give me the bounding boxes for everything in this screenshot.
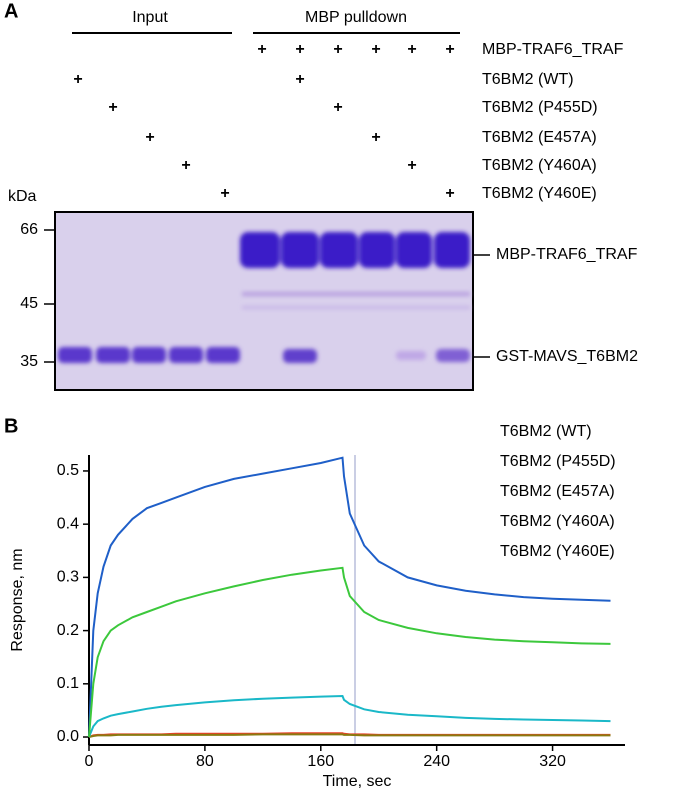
gel-bands xyxy=(58,232,470,363)
series-line xyxy=(88,733,611,738)
plus-sign: + xyxy=(445,185,454,202)
y-axis-label: Response, nm xyxy=(9,548,26,651)
group-label: MBP pulldown xyxy=(305,9,407,26)
legend-entry: T6BM2 (P455D) xyxy=(500,453,616,470)
plus-sign: + xyxy=(220,185,229,202)
band-label: MBP-TRAF6_TRAF xyxy=(496,246,638,263)
plus-sign: + xyxy=(145,129,154,146)
plus-sign: + xyxy=(333,41,342,58)
plus-sign: + xyxy=(295,41,304,58)
y-tick-label: 0.1 xyxy=(57,675,79,692)
x-tick-label: 320 xyxy=(539,753,566,770)
x-tick-label: 160 xyxy=(307,753,334,770)
legend-entry: T6BM2 (WT) xyxy=(500,423,592,440)
row-label: T6BM2 (WT) xyxy=(482,71,574,88)
series-line xyxy=(88,566,611,738)
plus-sign: + xyxy=(445,41,454,58)
x-tick-label: 0 xyxy=(85,753,94,770)
marker-label: 45 xyxy=(20,295,38,312)
plus-sign: + xyxy=(407,157,416,174)
x-tick-label: 80 xyxy=(196,753,214,770)
plus-sign: + xyxy=(371,129,380,146)
plus-sign: + xyxy=(108,99,117,116)
y-tick-label: 0.3 xyxy=(57,569,79,586)
legend-entry: T6BM2 (Y460E) xyxy=(500,543,615,560)
plus-sign: + xyxy=(295,71,304,88)
panel-label: A xyxy=(4,0,18,22)
series-line xyxy=(88,694,611,738)
plus-sign: + xyxy=(257,41,266,58)
band-label: GST-MAVS_T6BM2 xyxy=(496,348,638,365)
y-tick-label: 0.2 xyxy=(57,622,79,639)
plus-sign: + xyxy=(73,71,82,88)
row-label: T6BM2 (E457A) xyxy=(482,129,597,146)
gel xyxy=(54,211,474,391)
row-label: T6BM2 (P455D) xyxy=(482,99,598,116)
y-tick-label: 0.5 xyxy=(57,462,79,479)
plus-sign: + xyxy=(407,41,416,58)
marker-label: 66 xyxy=(20,221,38,238)
marker-label: 35 xyxy=(20,353,38,370)
plus-sign: + xyxy=(333,99,342,116)
y-tick-label: 0.4 xyxy=(57,515,79,532)
x-tick-label: 240 xyxy=(423,753,450,770)
row-label: T6BM2 (Y460E) xyxy=(482,185,597,202)
row-label: T6BM2 (Y460A) xyxy=(482,157,597,174)
legend-entry: T6BM2 (Y460A) xyxy=(500,513,615,530)
legend-entry: T6BM2 (E457A) xyxy=(500,483,615,500)
row-label: MBP-TRAF6_TRAF xyxy=(482,41,624,58)
plus-sign: + xyxy=(181,157,190,174)
y-tick-label: 0.0 xyxy=(57,728,79,745)
series-line xyxy=(88,456,611,738)
panel-label: B xyxy=(4,415,18,437)
plus-sign: + xyxy=(371,41,380,58)
group-label: Input xyxy=(132,9,168,26)
x-axis-label: Time, sec xyxy=(323,773,392,790)
kda-label: kDa xyxy=(8,188,37,205)
